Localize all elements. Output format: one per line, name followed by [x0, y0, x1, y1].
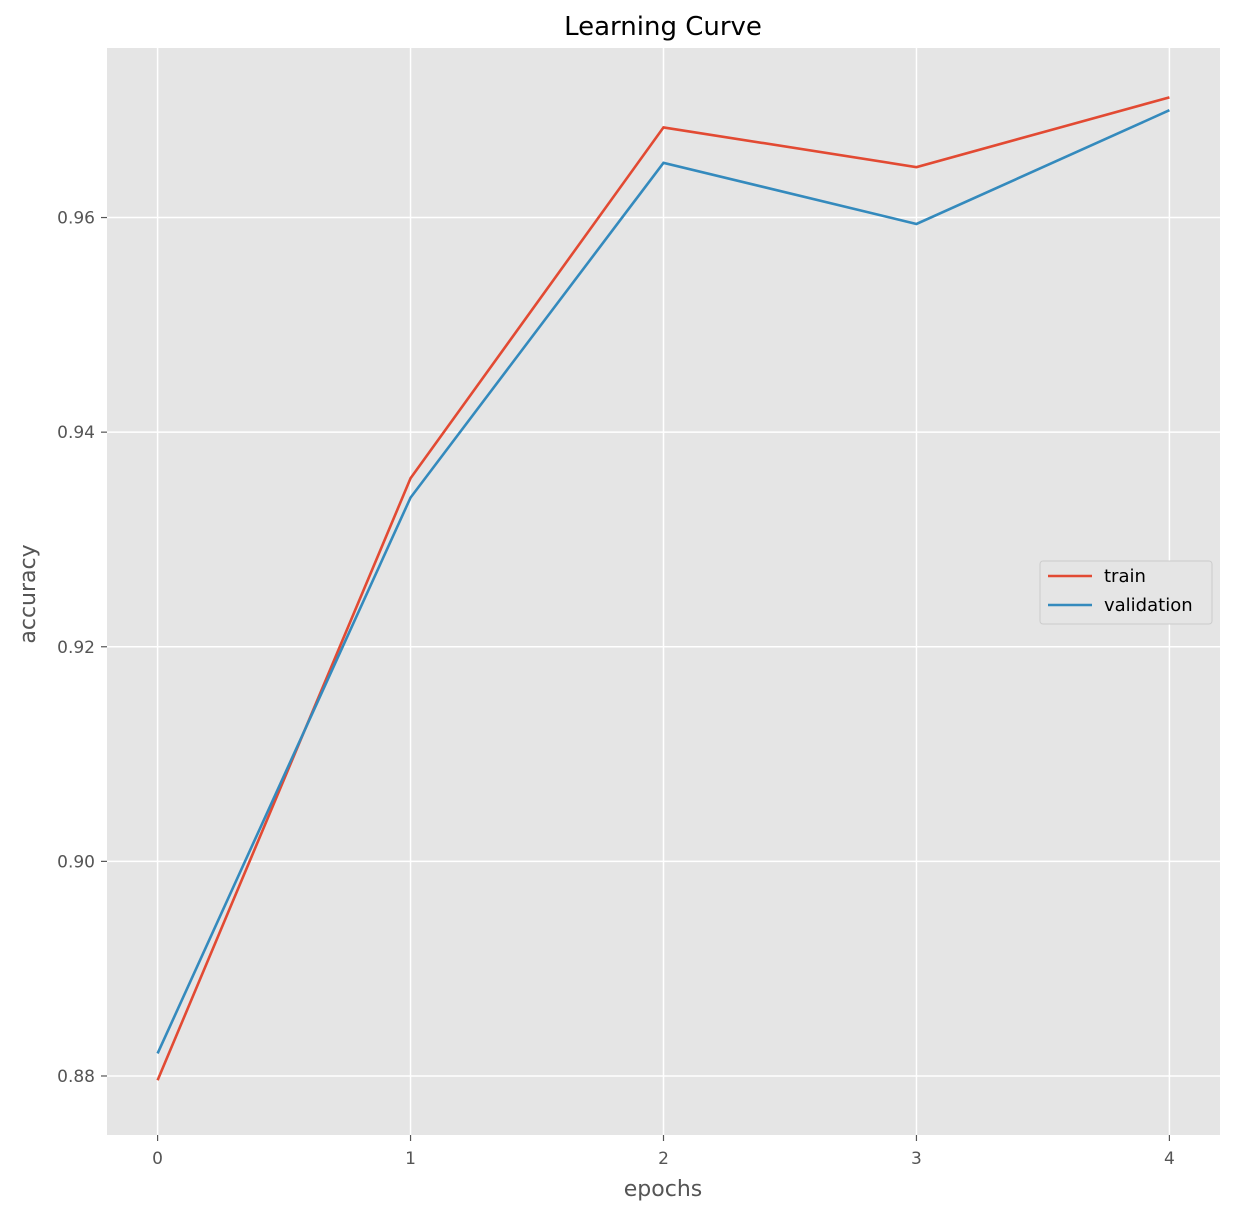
y-axis-label: accuracy — [16, 544, 41, 643]
x-axis-label: epochs — [624, 1177, 702, 1202]
x-axis-ticks: 0 1 2 3 4 — [152, 1135, 1175, 1169]
x-tick-label: 2 — [658, 1149, 669, 1169]
legend: train validation — [1039, 560, 1213, 625]
y-tick-label: 0.90 — [57, 852, 95, 872]
y-tick-label: 0.96 — [57, 209, 95, 229]
series-lines — [156, 96, 1170, 1081]
y-tick-label: 0.92 — [57, 638, 95, 658]
y-tick-label: 0.88 — [57, 1067, 95, 1087]
y-axis-ticks: 0.88 0.90 0.92 0.94 0.96 — [57, 209, 107, 1087]
grid-lines — [107, 48, 1220, 1135]
x-tick-label: 0 — [152, 1149, 163, 1169]
y-tick-label: 0.94 — [57, 423, 95, 443]
x-tick-label: 3 — [911, 1149, 922, 1169]
x-tick-label: 1 — [405, 1149, 416, 1169]
legend-label-train: train — [1104, 566, 1146, 587]
legend-label-validation: validation — [1104, 595, 1193, 616]
chart-title: Learning Curve — [564, 12, 762, 42]
x-tick-label: 4 — [1164, 1149, 1175, 1169]
series-line-train — [156, 96, 1170, 1081]
series-line-validation — [156, 109, 1170, 1054]
